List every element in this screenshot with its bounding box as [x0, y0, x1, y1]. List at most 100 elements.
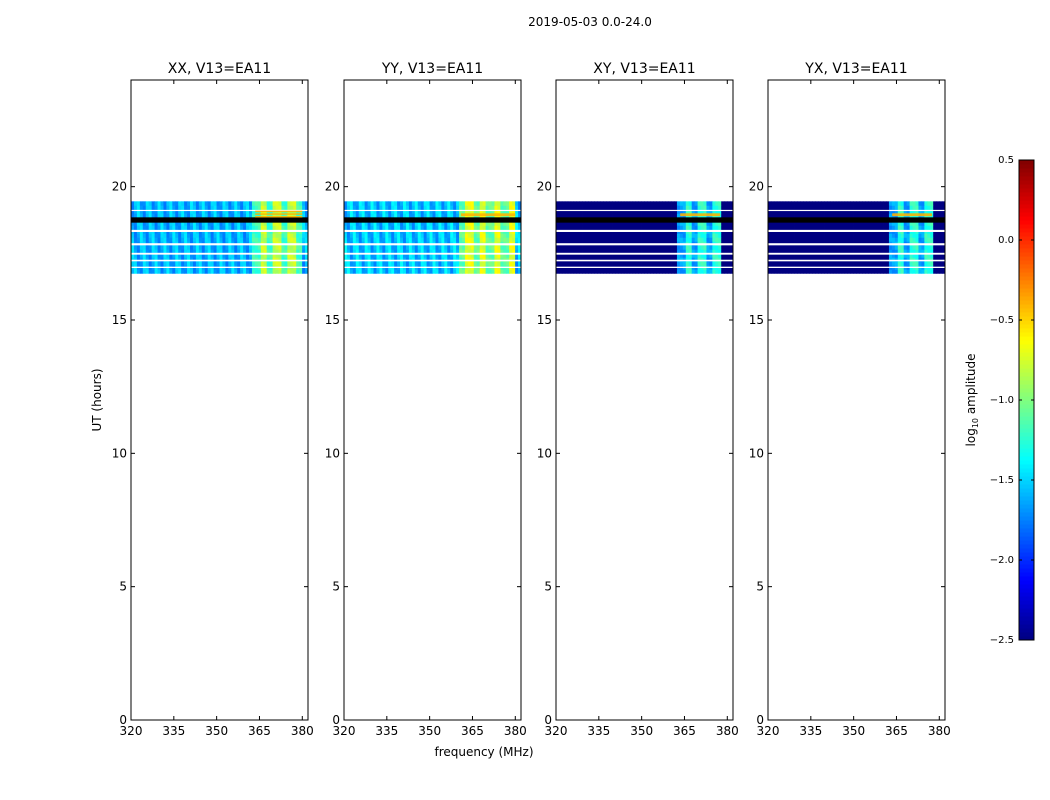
heatmap-cell	[800, 261, 804, 266]
heatmap-cell	[133, 213, 138, 218]
heatmap-cell	[435, 261, 439, 266]
heatmap-cell	[682, 269, 687, 274]
heatmap-cell	[136, 233, 141, 238]
heatmap-cell	[225, 205, 229, 210]
heatmap-cell	[405, 253, 410, 258]
heatmap-cell	[576, 201, 580, 206]
heatmap-cell	[688, 269, 693, 274]
heatmap-cell	[909, 233, 913, 238]
heatmap-cell	[373, 225, 377, 230]
heatmap-cell	[573, 237, 578, 242]
heatmap-cell	[841, 249, 846, 254]
heatmap-cell	[659, 221, 663, 226]
heatmap-cell	[685, 269, 690, 274]
heatmap-cell	[157, 233, 161, 238]
heatmap-cell	[272, 249, 276, 254]
heatmap-cell	[620, 237, 625, 242]
colorbar-step	[1019, 544, 1034, 549]
heatmap-cell	[429, 213, 433, 218]
heatmap-cell	[391, 237, 395, 242]
heatmap-cell	[730, 245, 734, 250]
heatmap-cell	[871, 225, 875, 230]
heatmap-cell	[880, 253, 884, 258]
heatmap-cell	[462, 253, 466, 258]
heatmap-cell	[397, 261, 401, 266]
heatmap-cell	[355, 233, 360, 238]
heatmap-cell	[219, 237, 223, 242]
heatmap-cell	[564, 201, 569, 206]
colorbar-step	[1019, 164, 1034, 169]
heatmap-cell	[254, 233, 259, 238]
colorbar-step	[1019, 408, 1034, 413]
flagged-gap	[768, 243, 945, 246]
heatmap-cell	[251, 221, 256, 226]
heatmap-cell	[862, 245, 866, 250]
colorbar-step	[1019, 516, 1034, 521]
heatmap-cell	[482, 209, 486, 214]
heatmap-cell	[417, 269, 422, 274]
heatmap-cell	[213, 245, 217, 250]
heatmap-cell	[638, 257, 642, 262]
heatmap-cell	[515, 249, 519, 254]
heatmap-cell	[576, 249, 580, 254]
heatmap-cell	[364, 233, 368, 238]
colorbar-step	[1019, 332, 1034, 337]
heatmap-cell	[688, 205, 693, 210]
heatmap-cell	[832, 205, 837, 210]
heatmap-cell	[556, 237, 560, 242]
heatmap-cell	[606, 225, 610, 230]
heatmap-cell	[470, 249, 475, 254]
heatmap-cell	[456, 261, 460, 266]
heatmap-cell	[827, 245, 831, 250]
heatmap-cell	[880, 261, 884, 266]
heatmap-cell	[865, 213, 869, 218]
heatmap-cell	[172, 253, 176, 258]
colorbar-step	[1019, 304, 1034, 309]
heatmap-cell	[497, 233, 501, 238]
heatmap-cell	[482, 253, 486, 258]
heatmap-cell	[880, 245, 884, 250]
heatmap-cell	[874, 245, 878, 250]
heatmap-cell	[178, 237, 182, 242]
heatmap-cell	[576, 253, 580, 258]
heatmap-cell	[500, 249, 504, 254]
heatmap-cell	[906, 245, 910, 250]
heatmap-cell	[609, 221, 613, 226]
heatmap-cell	[187, 257, 191, 262]
y-tick-label: 5	[544, 580, 552, 594]
heatmap-cell	[818, 269, 822, 274]
heatmap-cell	[838, 233, 843, 238]
heatmap-cell	[346, 213, 351, 218]
heatmap-cell	[776, 237, 781, 242]
heatmap-cell	[473, 237, 478, 242]
heatmap-cell	[414, 253, 419, 258]
colorbar-step	[1019, 200, 1034, 205]
heatmap-cell	[647, 261, 651, 266]
heatmap-cell	[275, 205, 279, 210]
heatmap-cell	[939, 213, 943, 218]
colorbar-step	[1019, 604, 1034, 609]
heatmap-cell	[411, 213, 416, 218]
heatmap-cell	[827, 205, 831, 210]
heatmap-cell	[426, 205, 430, 210]
heatmap-cell	[349, 201, 354, 206]
heatmap-cell	[266, 213, 271, 218]
heatmap-cell	[178, 221, 182, 226]
heatmap-cell	[779, 245, 784, 250]
heatmap-cell	[482, 249, 486, 254]
heatmap-cell	[358, 257, 363, 262]
heatmap-cell	[612, 209, 616, 214]
heatmap-cell	[296, 225, 300, 230]
heatmap-cell	[659, 209, 663, 214]
heatmap-cell	[838, 249, 843, 254]
heatmap-cell	[417, 261, 422, 266]
heatmap-cell	[668, 205, 672, 210]
heatmap-cell	[379, 269, 383, 274]
heatmap-cell	[603, 205, 607, 210]
heatmap-cell	[456, 201, 460, 206]
heatmap-cell	[894, 221, 899, 226]
heatmap-cell	[676, 249, 681, 254]
heatmap-cell	[293, 205, 297, 210]
y-tick-label: 0	[119, 713, 127, 727]
heatmap-cell	[515, 245, 519, 250]
